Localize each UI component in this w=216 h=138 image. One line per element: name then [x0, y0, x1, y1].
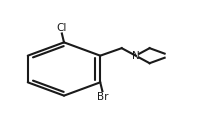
Text: N: N [132, 51, 140, 61]
Text: Br: Br [97, 92, 108, 102]
Text: Cl: Cl [57, 23, 67, 33]
